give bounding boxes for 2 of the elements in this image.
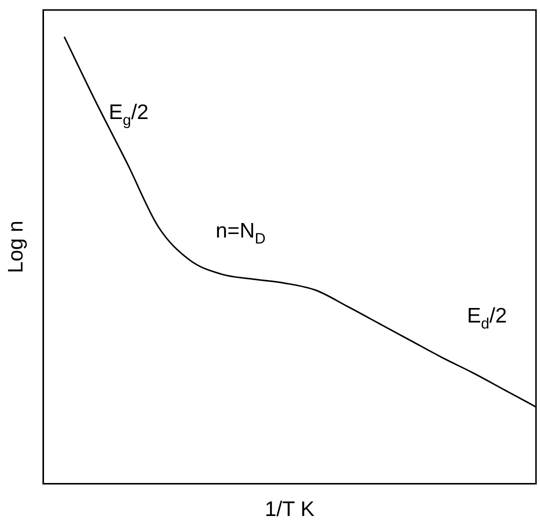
x-axis-title: 1/T K	[264, 498, 315, 522]
y-axis-title: Log n	[4, 220, 28, 274]
